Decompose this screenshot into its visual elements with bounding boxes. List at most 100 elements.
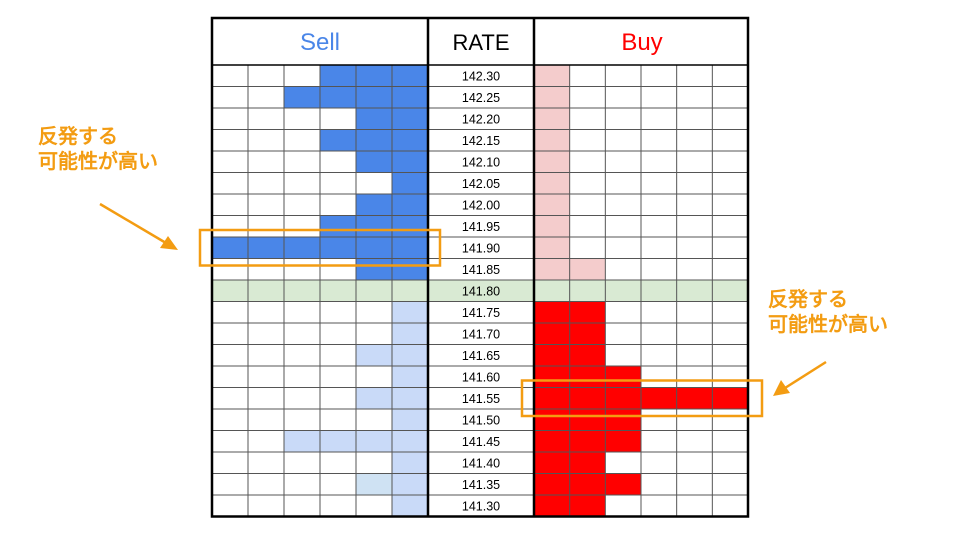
sell-depth-cell xyxy=(392,387,428,409)
buy-depth-cell xyxy=(605,473,641,495)
rate-label: 142.05 xyxy=(462,177,500,191)
rate-label: 141.65 xyxy=(462,349,500,363)
left-annotation: 反発する 可能性が高い xyxy=(38,124,158,174)
sell-depth-cell xyxy=(356,344,392,366)
buy-depth-cell xyxy=(534,495,570,517)
buy-depth-cell xyxy=(534,473,570,495)
rate-column-header: RATE xyxy=(452,30,509,55)
sell-depth-cell xyxy=(356,108,392,130)
rate-label: 141.75 xyxy=(462,306,500,320)
sell-highlight-box xyxy=(198,228,442,267)
sell-depth-cell xyxy=(320,65,356,87)
sell-depth-cell xyxy=(356,194,392,216)
sell-depth-cell xyxy=(356,258,392,280)
sell-depth-cell xyxy=(284,86,320,108)
sell-column-header: Sell xyxy=(300,29,340,56)
rate-label: 141.70 xyxy=(462,327,500,341)
buy-depth-cell xyxy=(534,452,570,474)
table-frame xyxy=(210,16,750,518)
left-annotation-line1: 反発する xyxy=(38,124,118,148)
sell-depth-cell xyxy=(356,473,392,495)
current-rate-row xyxy=(212,280,748,302)
buy-depth-cell xyxy=(534,129,570,151)
rate-label: 142.00 xyxy=(462,198,500,212)
right-annotation-line2: 可能性が高い xyxy=(768,312,888,336)
buy-depth-cell xyxy=(534,194,570,216)
rate-label: 141.80 xyxy=(462,284,500,298)
buy-depth-cell xyxy=(534,409,570,431)
buy-depth-cell xyxy=(569,430,606,452)
rate-label: 142.30 xyxy=(462,69,500,83)
rate-label: 142.10 xyxy=(462,155,500,169)
buy-depth-cell xyxy=(534,215,570,237)
buy-depth-cell xyxy=(534,172,570,194)
sell-depth-cell xyxy=(392,258,428,280)
rate-label: 142.15 xyxy=(462,134,500,148)
buy-depth-cell xyxy=(534,366,570,388)
right-annotation: 反発する 可能性が高い xyxy=(768,287,888,337)
buy-highlight-box xyxy=(520,379,764,418)
rate-labels: 142.30 142.25 142.20 142.15 142.10 142.05 142.… xyxy=(462,69,500,513)
buy-depth-cell xyxy=(676,387,713,409)
sell-depth-cell xyxy=(392,409,428,431)
buy-column-header: Buy xyxy=(621,29,662,56)
buy-depth-cell xyxy=(534,108,570,130)
buy-depth-cell xyxy=(534,65,570,87)
sell-depth-cell xyxy=(320,215,356,237)
rate-label: 141.90 xyxy=(462,241,500,255)
buy-depth-cell xyxy=(641,387,677,409)
sell-depth-cell xyxy=(356,387,392,409)
rate-label: 141.95 xyxy=(462,220,500,234)
buy-depth-cell xyxy=(534,344,570,366)
buy-depth-cell xyxy=(605,430,641,452)
buy-depth-cell xyxy=(712,387,748,409)
sell-depth-cell xyxy=(284,237,320,259)
sell-depth-cell xyxy=(392,323,428,345)
buy-depth-cell xyxy=(534,301,570,323)
sell-depth-cell xyxy=(392,473,428,495)
right-arrow xyxy=(773,360,827,396)
buy-depth-cell xyxy=(569,344,606,366)
left-arrow xyxy=(99,202,178,250)
buy-depth-cell xyxy=(605,409,641,431)
left-annotation-line2: 可能性が高い xyxy=(38,149,158,173)
sell-depth-cell xyxy=(356,430,392,452)
sell-depth-cell xyxy=(392,237,428,259)
buy-depth-cell xyxy=(534,387,570,409)
buy-depth-cell xyxy=(605,387,641,409)
rate-label: 141.85 xyxy=(462,263,500,277)
sell-depth-cell xyxy=(392,366,428,388)
sell-depth-cell xyxy=(392,452,428,474)
sell-depth-cell xyxy=(392,86,428,108)
sell-depth-cell xyxy=(356,215,392,237)
depth-cells xyxy=(212,65,748,517)
buy-depth-cell xyxy=(534,151,570,173)
buy-depth-cell xyxy=(569,473,606,495)
buy-depth-cell xyxy=(534,430,570,452)
sell-depth-cell xyxy=(248,237,284,259)
sell-depth-cell xyxy=(392,65,428,87)
right-annotation-line1: 反発する xyxy=(768,287,848,311)
sell-depth-cell xyxy=(212,237,248,259)
sell-depth-cell xyxy=(392,129,428,151)
buy-depth-cell xyxy=(569,258,606,280)
buy-depth-cell xyxy=(569,409,606,431)
buy-depth-cell xyxy=(534,237,570,259)
sell-depth-cell xyxy=(392,430,428,452)
buy-depth-cell xyxy=(534,86,570,108)
sell-depth-cell xyxy=(320,430,356,452)
rate-label: 141.45 xyxy=(462,435,500,449)
sell-depth-cell xyxy=(392,344,428,366)
sell-depth-cell xyxy=(320,237,356,259)
rate-label: 142.25 xyxy=(462,91,500,105)
buy-depth-cell xyxy=(569,301,606,323)
sell-depth-cell xyxy=(356,129,392,151)
table-border xyxy=(210,16,750,518)
sell-depth-cell xyxy=(320,129,356,151)
buy-depth-cell xyxy=(569,387,606,409)
sell-depth-cell xyxy=(392,172,428,194)
rate-label: 141.60 xyxy=(462,370,500,384)
rate-label: 141.55 xyxy=(462,392,500,406)
buy-depth-cell xyxy=(569,495,606,517)
